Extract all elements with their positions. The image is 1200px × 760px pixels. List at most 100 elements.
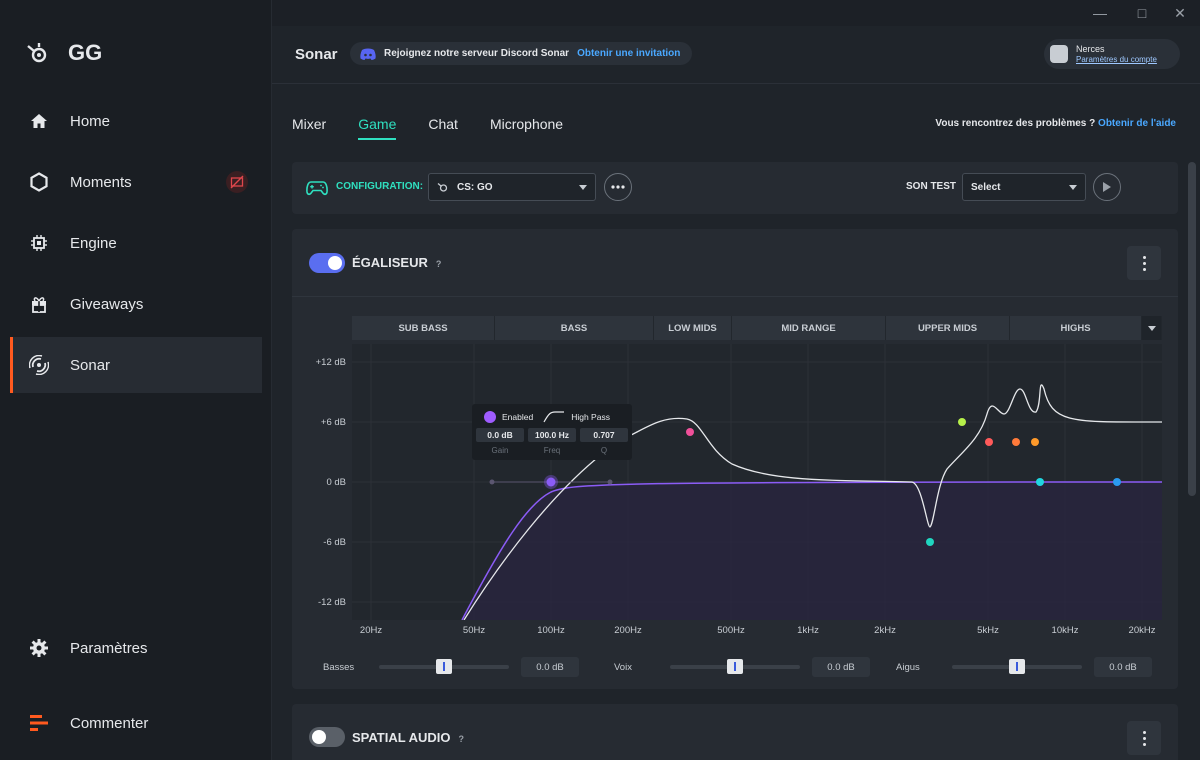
- slider-thumb[interactable]: [727, 659, 743, 674]
- sidebar: GG Home Moments Engine Giveaways Sonar: [0, 0, 272, 760]
- slider-label: Aigus: [896, 661, 920, 673]
- sidebar-item-giveaways[interactable]: Giveaways: [10, 276, 262, 332]
- account-settings-link[interactable]: Paramètres du compte: [1076, 55, 1157, 64]
- main-panel: Sonar Rejoignez notre serveur Discord So…: [272, 26, 1200, 760]
- sound-test-value: Select: [971, 181, 1001, 193]
- slider-voice: Voix 0.0 dB: [614, 657, 870, 677]
- configuration-label: CONFIGURATION:: [336, 181, 424, 192]
- y-tick-label: -12 dB: [318, 597, 346, 608]
- slider-thumb[interactable]: [1009, 659, 1025, 674]
- spatial-audio-card: SPATIAL AUDIO?: [292, 704, 1178, 760]
- sidebar-item-engine[interactable]: Engine: [10, 215, 262, 271]
- slider-value[interactable]: 0.0 dB: [812, 657, 870, 677]
- sound-test-select[interactable]: Select: [962, 173, 1086, 201]
- discord-text: Rejoignez notre serveur Discord Sonar: [384, 48, 570, 59]
- help-icon[interactable]: ?: [458, 734, 464, 744]
- tab-bar: Mixer Game Chat Microphone: [292, 116, 595, 140]
- sidebar-item-home[interactable]: Home: [10, 93, 262, 149]
- feedback-icon: [28, 712, 50, 734]
- filter-enabled-label: Enabled: [502, 412, 534, 422]
- slider-track[interactable]: [379, 659, 509, 674]
- x-tick-label: 5kHz: [977, 625, 999, 636]
- x-tick-label: 20kHz: [1128, 625, 1156, 636]
- slider-track[interactable]: [670, 659, 800, 674]
- y-tick-label: -6 dB: [323, 537, 346, 548]
- x-tick-label: 200Hz: [614, 625, 642, 636]
- spatial-audio-toggle[interactable]: [309, 727, 345, 747]
- sidebar-item-feedback[interactable]: Commenter: [10, 695, 262, 751]
- equalizer-toggle[interactable]: [309, 253, 345, 273]
- more-horizontal-icon: [611, 185, 625, 189]
- sidebar-item-sonar[interactable]: Sonar: [10, 337, 262, 393]
- sound-test-label: SON TEST: [906, 181, 957, 192]
- hexagon-icon: [28, 171, 50, 193]
- high-pass-icon: [543, 411, 565, 423]
- maximize-icon[interactable]: □: [1137, 5, 1147, 21]
- help-question: Vous rencontrez des problèmes ?: [935, 118, 1096, 129]
- q-field[interactable]: 0.707: [580, 428, 628, 442]
- band-mid-range[interactable]: MID RANGE: [732, 316, 886, 340]
- gain-field[interactable]: 0.0 dB: [476, 428, 524, 442]
- account-button[interactable]: Nerces Paramètres du compte: [1044, 39, 1180, 69]
- chevron-down-icon: [1069, 185, 1077, 190]
- equalizer-title: ÉGALISEUR?: [352, 255, 442, 270]
- tab-game[interactable]: Game: [358, 116, 397, 140]
- gift-icon: [28, 293, 50, 315]
- configuration-select[interactable]: CS: GO: [428, 173, 596, 201]
- y-tick-label: 0 dB: [326, 477, 346, 488]
- slider-value[interactable]: 0.0 dB: [521, 657, 579, 677]
- sidebar-item-label: Giveaways: [70, 295, 144, 313]
- band-dropdown-button[interactable]: [1142, 316, 1162, 340]
- sidebar-item-label: Moments: [70, 173, 132, 191]
- band-low-mids[interactable]: LOW MIDS: [654, 316, 732, 340]
- slider-value[interactable]: 0.0 dB: [1094, 657, 1152, 677]
- home-icon: [28, 110, 50, 132]
- chevron-down-icon: [579, 185, 587, 190]
- equalizer-header: ÉGALISEUR?: [292, 229, 1178, 297]
- app-logo[interactable]: GG: [26, 40, 102, 66]
- equalizer-menu-button[interactable]: [1127, 246, 1161, 280]
- account-name: Nerces: [1076, 44, 1105, 54]
- slider-label: Basses: [323, 661, 355, 673]
- sidebar-item-settings[interactable]: Paramètres: [10, 620, 262, 676]
- tab-microphone[interactable]: Microphone: [489, 116, 564, 132]
- slider-thumb[interactable]: [436, 659, 452, 674]
- slider-treble: Aigus 0.0 dB: [896, 657, 1152, 677]
- sidebar-item-label: Sonar: [70, 356, 111, 374]
- minimize-icon[interactable]: —: [1093, 5, 1107, 21]
- steelseries-logo-icon: [437, 183, 448, 192]
- band-header: SUB BASS BASS LOW MIDS MID RANGE UPPER M…: [352, 316, 1162, 340]
- chip-icon: [28, 232, 50, 254]
- x-tick-label: 20Hz: [359, 625, 383, 636]
- discord-invite-link[interactable]: Obtenir une invitation: [577, 48, 681, 59]
- filter-tooltip: Enabled High Pass 0.0 dB 100.0 Hz 0.707 …: [472, 404, 632, 460]
- scrollbar[interactable]: [1188, 162, 1196, 496]
- band-upper-mids[interactable]: UPPER MIDS: [886, 316, 1010, 340]
- freq-field[interactable]: 100.0 Hz: [528, 428, 576, 442]
- page-title: Sonar: [295, 46, 338, 63]
- spatial-audio-menu-button[interactable]: [1127, 721, 1161, 755]
- sidebar-item-label: Home: [70, 112, 111, 130]
- help-link[interactable]: Obtenir de l'aide: [1098, 118, 1176, 129]
- close-icon[interactable]: ✕: [1174, 4, 1186, 21]
- x-tick-label: 2kHz: [874, 625, 896, 636]
- band-sub-bass[interactable]: SUB BASS: [352, 316, 495, 340]
- discord-banner[interactable]: Rejoignez notre serveur Discord Sonar Ob…: [350, 42, 693, 65]
- x-tick-label: 500Hz: [717, 625, 745, 636]
- sidebar-item-moments[interactable]: Moments: [10, 154, 262, 210]
- more-options-button[interactable]: [604, 173, 632, 201]
- band-highs[interactable]: HIGHS: [1010, 316, 1142, 340]
- band-bass[interactable]: BASS: [495, 316, 654, 340]
- discord-icon: [360, 48, 376, 60]
- equalizer-graph[interactable]: [352, 344, 1163, 621]
- sidebar-item-label: Engine: [70, 234, 117, 252]
- y-tick-label: +6 dB: [320, 417, 346, 428]
- tab-mixer[interactable]: Mixer: [292, 116, 327, 132]
- play-button[interactable]: [1093, 173, 1121, 201]
- window-titlebar: — □ ✕: [272, 0, 1200, 26]
- help-icon[interactable]: ?: [435, 259, 442, 269]
- tab-chat[interactable]: Chat: [428, 116, 458, 132]
- filter-enabled-dot[interactable]: [484, 411, 496, 423]
- slider-track[interactable]: [952, 659, 1082, 674]
- y-tick-label: +12 dB: [315, 357, 346, 368]
